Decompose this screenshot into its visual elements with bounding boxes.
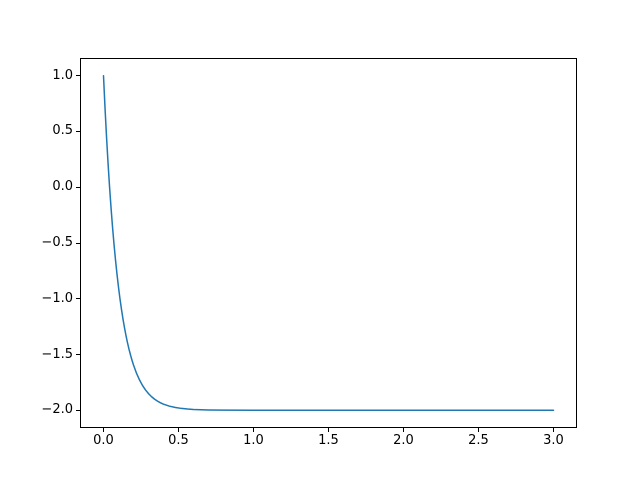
plot-area [80,58,577,428]
x-tick-mark [253,428,254,432]
x-tick-label: 3.0 [543,433,564,448]
y-tick-mark [76,354,80,355]
y-tick-label: 0.5 [52,123,73,139]
x-tick-label: 1.5 [318,433,339,448]
x-tick-mark [403,428,404,432]
y-tick-mark [76,75,80,77]
x-tick-label: 0.0 [93,433,114,448]
y-tick-label: 0.0 [52,179,73,195]
y-tick-label: −1.0 [41,290,73,306]
y-tick-label: −0.5 [41,235,73,250]
y-tick-label: −2.0 [41,402,73,418]
x-tick-mark [553,428,554,432]
x-tick-mark [328,428,329,432]
y-tick-label: −1.5 [41,346,73,362]
x-tick-label: 2.5 [468,433,489,448]
series-path [102,74,555,412]
y-tick-mark [76,298,80,300]
x-tick-label: 2.0 [393,433,414,448]
series-line-svg [102,74,555,412]
y-tick-mark [76,409,80,411]
x-tick-mark [178,428,179,432]
x-tick-label: 0.5 [168,433,189,448]
x-tick-label: 1.0 [243,433,264,448]
x-tick-mark [103,428,104,432]
y-tick-mark [76,186,80,188]
y-tick-mark [76,242,80,244]
y-tick-mark [76,130,80,132]
x-tick-mark [478,428,479,432]
y-tick-label: 1.0 [52,67,73,83]
